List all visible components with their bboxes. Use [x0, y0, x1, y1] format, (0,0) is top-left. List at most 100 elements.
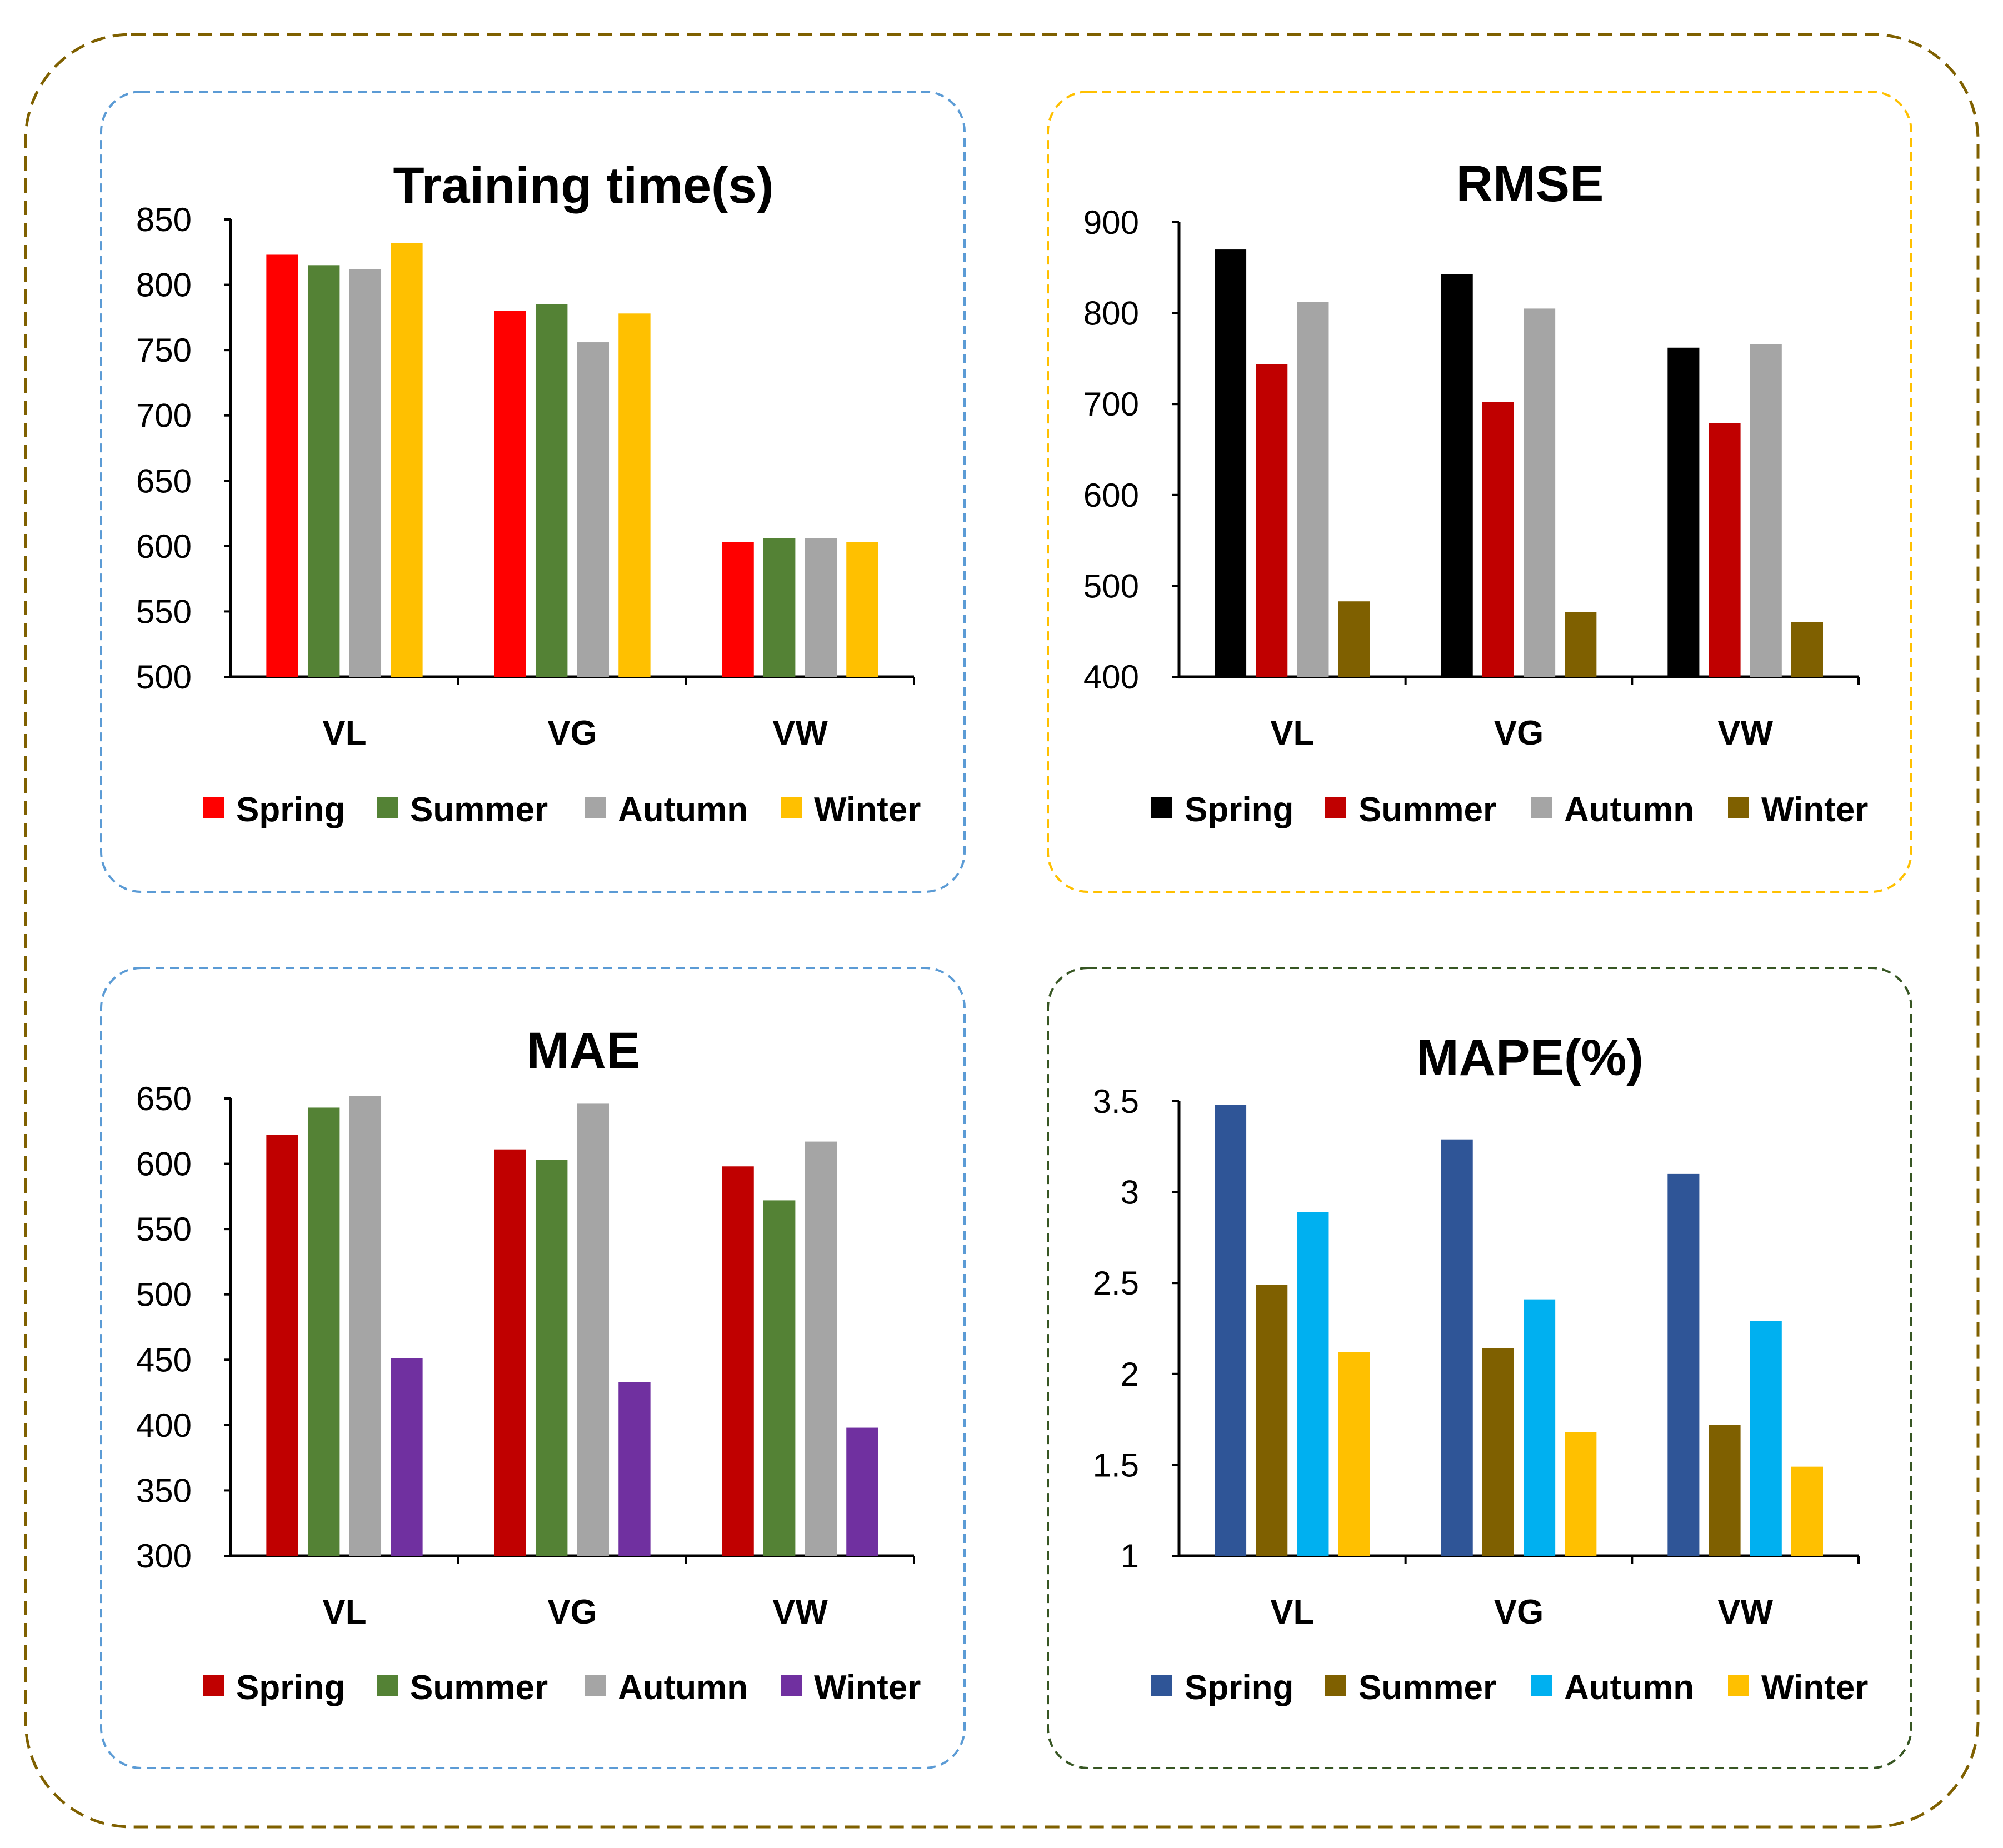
bar-winter-vl	[391, 243, 423, 677]
x-category-label: VW	[772, 1593, 828, 1631]
panel-frame	[100, 967, 966, 1769]
bar-spring-vl	[1215, 1105, 1247, 1556]
bar-autumn-vg	[577, 342, 610, 677]
y-tick-label: 600	[136, 528, 192, 565]
y-tick-label: 900	[1083, 204, 1139, 241]
legend-label-winter: Winter	[1761, 791, 1868, 829]
bar-summer-vl	[307, 265, 340, 677]
legend-label-autumn: Autumn	[618, 791, 748, 829]
legend-label-spring: Spring	[236, 1669, 345, 1707]
legend-label-autumn: Autumn	[618, 1669, 748, 1707]
bar-winter-vw	[846, 542, 878, 677]
y-tick-label: 650	[136, 462, 192, 500]
bar-autumn-vw	[805, 538, 837, 677]
bar-autumn-vl	[349, 1096, 382, 1556]
legend-swatch-summer	[1325, 797, 1346, 818]
legend-swatch-autumn	[585, 797, 606, 818]
chart-panel-rmse: RMSE 400 500 600 700 800 900 VL VG VW Spring Summer…	[1047, 91, 1912, 893]
legend-label-summer: Summer	[1358, 1669, 1496, 1707]
chart-panels: Training time(s) 500 550 600 650 700 750 800 850…	[100, 91, 1912, 1769]
bar-spring-vg	[494, 1149, 526, 1556]
legend-swatch-spring	[203, 797, 224, 818]
legend-label-spring: Spring	[1185, 1669, 1293, 1707]
legend-swatch-winter	[1728, 1675, 1749, 1696]
x-category-label: VW	[772, 714, 828, 752]
x-category-label: VW	[1717, 714, 1773, 752]
y-tick-label: 500	[136, 658, 192, 696]
legend-swatch-spring	[1151, 797, 1172, 818]
y-tick-label: 800	[1083, 295, 1139, 332]
bar-summer-vg	[1482, 1348, 1514, 1556]
bar-summer-vl	[1256, 1285, 1288, 1556]
bar-winter-vw	[1791, 1466, 1823, 1556]
x-category-label: VL	[1270, 1593, 1314, 1631]
panel-frame	[1047, 967, 1912, 1769]
bar-winter-vg	[618, 313, 651, 677]
x-category-label: VG	[547, 1593, 597, 1631]
legend: Spring Summer Autumn Winter	[1151, 791, 1868, 829]
y-tick-label: 600	[1083, 477, 1139, 514]
x-category-label: VG	[547, 714, 597, 752]
bar-spring-vl	[266, 254, 298, 677]
legend-label-winter: Winter	[814, 791, 921, 829]
x-category-label: VL	[322, 714, 366, 752]
y-tick-label: 800	[136, 267, 192, 304]
y-tick-label: 550	[136, 1211, 192, 1248]
y-tick-label: 350	[136, 1472, 192, 1509]
legend-swatch-summer	[377, 797, 398, 818]
legend: Spring Summer Autumn Winter	[1151, 1669, 1868, 1707]
bar-winter-vg	[1565, 1432, 1597, 1556]
bar-summer-vl	[307, 1107, 340, 1556]
x-category-label: VG	[1494, 1593, 1544, 1631]
bar-spring-vw	[1667, 1173, 1700, 1556]
bar-summer-vw	[1709, 1425, 1741, 1556]
bar-winter-vl	[391, 1358, 423, 1556]
y-tick-label: 500	[1083, 567, 1139, 605]
y-tick-label: 400	[1083, 658, 1139, 696]
legend: Spring Summer Autumn Winter	[203, 791, 921, 829]
y-tick-label: 300	[136, 1537, 192, 1575]
panel-frame	[100, 91, 966, 893]
y-tick-label: 650	[136, 1080, 192, 1117]
bar-autumn-vg	[1524, 308, 1556, 677]
x-category-label: VL	[1270, 714, 1314, 752]
bar-autumn-vg	[577, 1103, 610, 1556]
chart-title: MAPE(%)	[1416, 1030, 1644, 1086]
bar-winter-vw	[846, 1427, 878, 1556]
y-tick-label: 1	[1121, 1537, 1139, 1575]
legend-label-summer: Summer	[1358, 791, 1496, 829]
bar-spring-vl	[266, 1135, 298, 1556]
y-tick-label: 500	[136, 1276, 192, 1313]
chart-panel-training-time-s: Training time(s) 500 550 600 650 700 750 800 850…	[100, 91, 966, 893]
bar-summer-vg	[535, 1160, 568, 1556]
x-category-label: VL	[322, 1593, 366, 1631]
legend-swatch-winter	[781, 1675, 802, 1696]
legend-swatch-summer	[1325, 1675, 1346, 1696]
legend-swatch-summer	[377, 1675, 398, 1696]
y-tick-label: 700	[1083, 386, 1139, 423]
bar-summer-vw	[763, 1200, 796, 1556]
bar-autumn-vw	[805, 1141, 837, 1556]
legend-label-winter: Winter	[814, 1669, 921, 1707]
x-category-label: VG	[1494, 714, 1544, 752]
y-tick-label: 700	[136, 397, 192, 434]
y-tick-label: 550	[136, 593, 192, 630]
bar-autumn-vl	[349, 269, 382, 677]
x-category-label: VW	[1717, 1593, 1773, 1631]
bar-spring-vw	[722, 1166, 754, 1556]
chart-title: RMSE	[1456, 156, 1604, 212]
y-tick-label: 1.5	[1093, 1446, 1139, 1484]
legend-label-spring: Spring	[1185, 791, 1293, 829]
bar-autumn-vl	[1297, 302, 1329, 677]
bar-spring-vl	[1215, 249, 1247, 677]
bar-winter-vl	[1338, 1352, 1370, 1556]
legend-swatch-winter	[1728, 797, 1749, 818]
bar-spring-vw	[1667, 347, 1700, 677]
bar-summer-vw	[763, 538, 796, 677]
legend-label-spring: Spring	[236, 791, 345, 829]
y-tick-label: 850	[136, 201, 192, 238]
bar-spring-vg	[494, 311, 526, 677]
legend-label-summer: Summer	[410, 791, 548, 829]
bar-winter-vl	[1338, 601, 1370, 677]
